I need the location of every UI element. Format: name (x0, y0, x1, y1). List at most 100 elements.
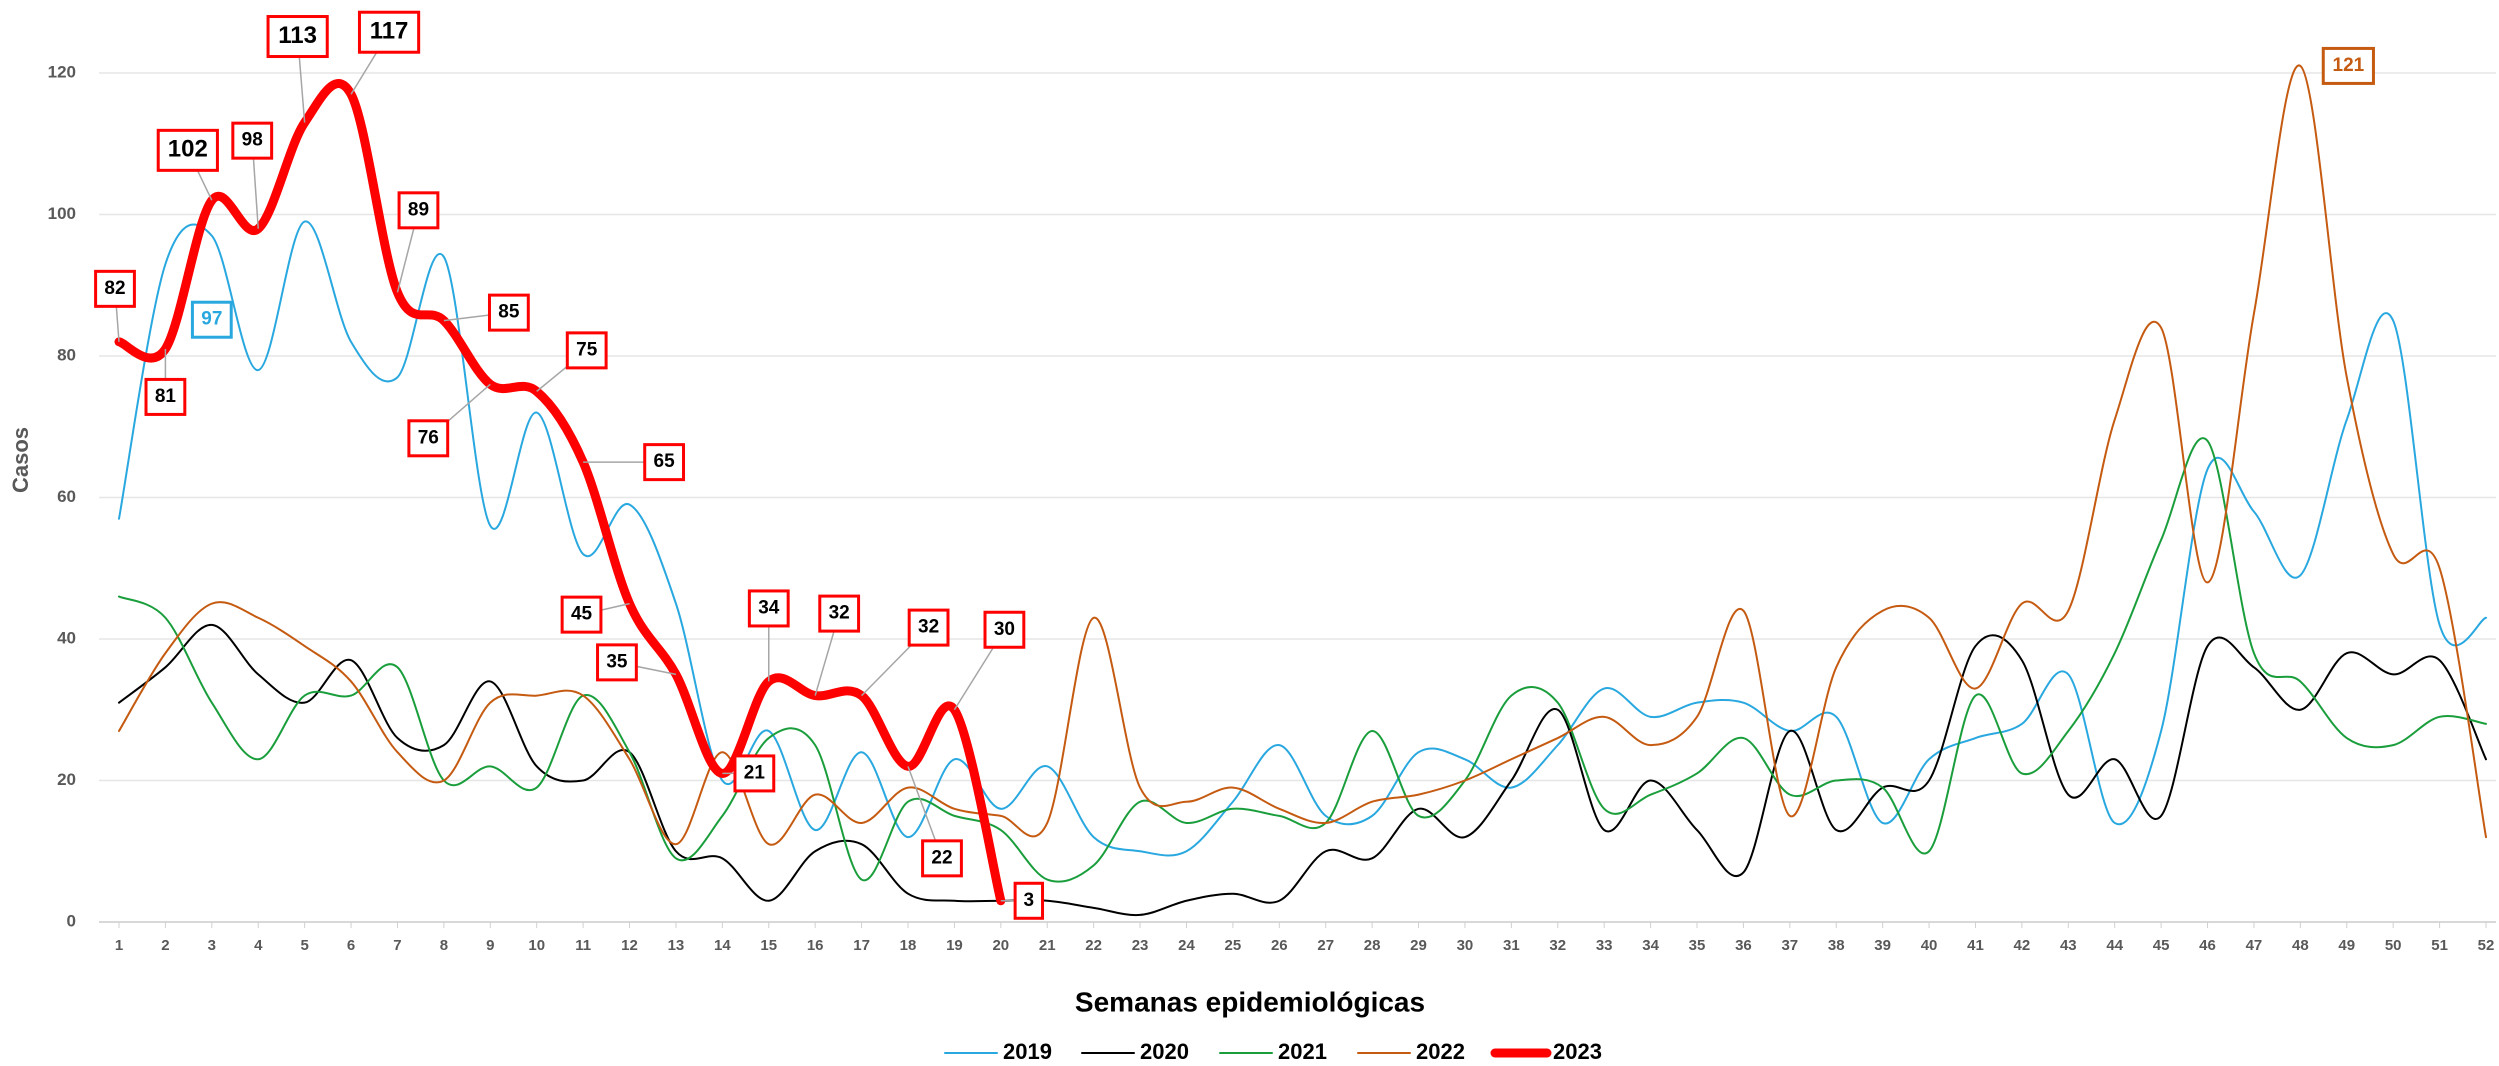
x-tick-label: 26 (1271, 937, 1288, 954)
x-tick-label: 42 (2014, 937, 2031, 954)
data-label: 32 (829, 603, 850, 624)
x-tick-label: 36 (1735, 937, 1752, 954)
x-tick-label: 24 (1178, 937, 1195, 954)
data-label-box (643, 443, 686, 482)
data-label: 3 (1024, 890, 1035, 911)
data-label: 65 (654, 451, 676, 472)
data-label-box (565, 331, 608, 370)
legend-label: 2020 (1140, 1039, 1189, 1064)
x-tick-label: 3 (208, 937, 216, 954)
y-axis-title: Casos (8, 427, 33, 493)
x-tick-label: 22 (1085, 937, 1102, 954)
x-tick-label: 32 (1549, 937, 1566, 954)
data-label-box (487, 293, 530, 332)
series-line (118, 64, 2487, 846)
y-tick-label: 120 (48, 62, 76, 81)
x-tick-label: 4 (254, 937, 263, 954)
data-label-box (407, 419, 450, 458)
data-label: 121 (2333, 55, 2365, 76)
data-label-box (747, 589, 790, 628)
y-tick-label: 0 (67, 911, 76, 930)
x-tick-label: 10 (528, 937, 545, 954)
data-label-box (2321, 46, 2375, 85)
data-label-box (1013, 881, 1045, 920)
data-label: 75 (576, 339, 598, 360)
x-tick-label: 20 (992, 937, 1009, 954)
y-tick-label: 40 (57, 628, 76, 647)
series-line (118, 623, 2487, 917)
series-line (114, 79, 1006, 906)
x-tick-label: 16 (807, 937, 824, 954)
x-tick-label: 44 (2106, 937, 2123, 954)
x-tick-label: 12 (621, 937, 638, 954)
data-label: 35 (606, 651, 628, 672)
x-tick-label: 43 (2060, 937, 2077, 954)
x-tick-label: 30 (1457, 937, 1474, 954)
x-tick-label: 13 (668, 937, 685, 954)
data-label: 98 (242, 130, 263, 151)
x-tick-label: 28 (1364, 937, 1381, 954)
x-tick-label: 2 (161, 937, 169, 954)
x-tick-label: 45 (2153, 937, 2170, 954)
data-label-box (907, 608, 950, 647)
y-tick-label: 100 (48, 204, 76, 223)
data-label: 21 (744, 762, 766, 783)
x-tick-label: 21 (1039, 937, 1056, 954)
data-label-box (596, 643, 638, 682)
legend-label: 2023 (1553, 1039, 1602, 1064)
x-tick-label: 52 (2478, 937, 2495, 954)
data-label: 82 (104, 278, 125, 299)
data-label-box (397, 191, 440, 230)
x-tick-label: 41 (1967, 937, 1984, 954)
x-tick-label: 39 (1874, 937, 1891, 954)
data-label-box (560, 595, 603, 634)
data-label-box (190, 300, 233, 339)
x-axis-title: Semanas epidemiológicas (1075, 986, 1425, 1017)
x-tick-label: 48 (2292, 937, 2309, 954)
data-label-box (156, 128, 219, 172)
data-label-box (921, 839, 963, 878)
data-label-box (357, 10, 421, 54)
x-tick-label: 40 (1921, 937, 1938, 954)
x-tick-label: 15 (760, 937, 777, 954)
data-label: 81 (155, 386, 177, 407)
x-tick-label: 9 (486, 937, 494, 954)
data-label: 113 (278, 22, 317, 49)
data-label-box (983, 610, 1026, 649)
x-tick-label: 25 (1225, 937, 1242, 954)
data-label: 85 (498, 302, 520, 323)
x-tick-label: 19 (946, 937, 963, 954)
data-label: 76 (418, 427, 439, 448)
x-tick-label: 51 (2431, 937, 2448, 954)
x-tick-label: 46 (2199, 937, 2216, 954)
data-label-box (266, 15, 329, 59)
x-tick-label: 37 (1781, 937, 1798, 954)
data-label-box (144, 377, 187, 416)
data-label-box (818, 594, 861, 633)
data-label: 102 (168, 136, 208, 163)
x-tick-label: 50 (2385, 937, 2402, 954)
data-label: 22 (931, 847, 952, 868)
data-label-box (733, 754, 776, 793)
data-label: 32 (918, 617, 939, 638)
x-tick-label: 23 (1132, 937, 1149, 954)
legend-label: 2022 (1416, 1039, 1465, 1064)
data-label: 34 (758, 597, 780, 618)
y-tick-label: 60 (57, 487, 76, 506)
x-tick-label: 35 (1689, 937, 1706, 954)
x-tick-label: 6 (347, 937, 355, 954)
data-label-box (231, 121, 274, 160)
x-tick-label: 27 (1317, 937, 1334, 954)
x-tick-label: 7 (393, 937, 401, 954)
x-tick-label: 34 (1642, 937, 1659, 954)
y-tick-label: 80 (57, 345, 76, 364)
x-tick-label: 8 (440, 937, 448, 954)
data-label: 117 (370, 18, 409, 45)
x-tick-label: 11 (575, 937, 591, 954)
x-tick-label: 47 (2246, 937, 2263, 954)
x-tick-label: 18 (900, 937, 917, 954)
x-tick-label: 14 (714, 937, 731, 954)
x-tick-label: 31 (1503, 937, 1520, 954)
legend-label: 2019 (1003, 1039, 1052, 1064)
